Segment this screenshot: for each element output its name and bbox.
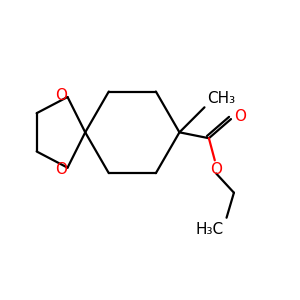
Text: O: O — [55, 162, 67, 177]
Text: CH₃: CH₃ — [207, 91, 236, 106]
Text: O: O — [235, 109, 247, 124]
Text: O: O — [210, 162, 222, 177]
Text: H₃C: H₃C — [196, 222, 224, 237]
Text: O: O — [55, 88, 67, 103]
